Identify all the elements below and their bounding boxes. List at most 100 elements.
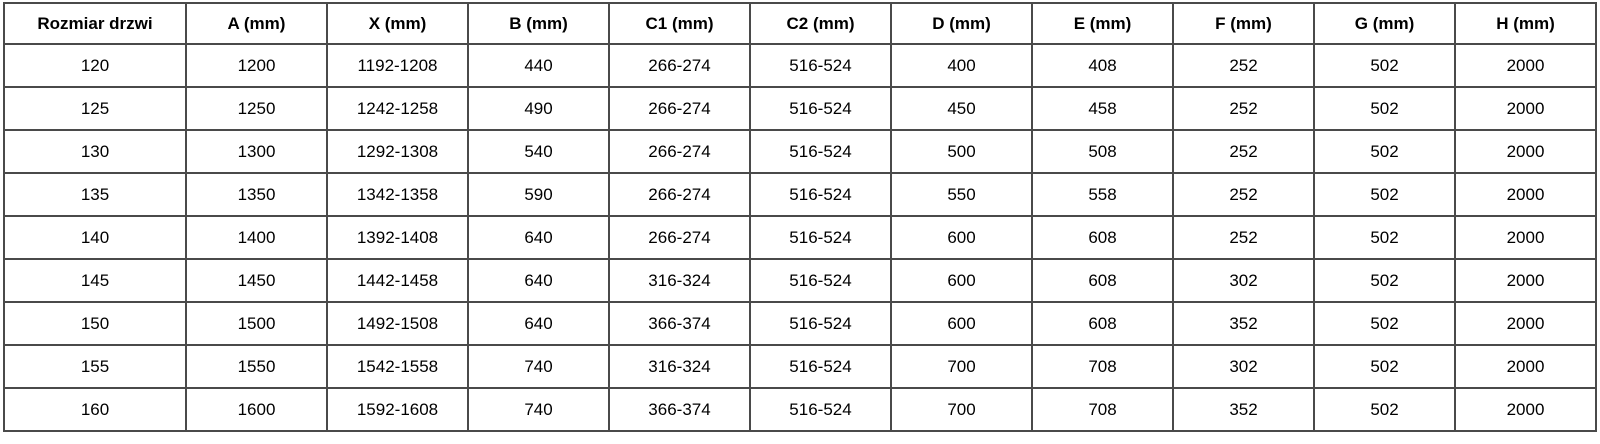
table-cell: 1392-1408	[326, 215, 469, 260]
table-cell: 700	[890, 344, 1033, 389]
table-cell: 266-274	[608, 172, 751, 217]
table-cell: 502	[1313, 344, 1456, 389]
table-cell: 2000	[1454, 301, 1597, 346]
table-cell: 302	[1172, 344, 1315, 389]
table-row: 120 1200 1192-1208 440 266-274 516-524 400 408 2…	[3, 43, 1597, 88]
table-cell: 440	[467, 43, 610, 88]
table-cell: 1200	[185, 43, 328, 88]
table-cell: 516-524	[749, 43, 892, 88]
table-cell: 120	[3, 43, 187, 88]
table-cell: 1550	[185, 344, 328, 389]
table-cell: 266-274	[608, 215, 751, 260]
table-cell: 155	[3, 344, 187, 389]
table-cell: 508	[1031, 129, 1174, 174]
column-header: F (mm)	[1172, 2, 1315, 45]
table-row: 150 1500 1492-1508 640 366-374 516-524 600 608 3…	[3, 301, 1597, 346]
table-cell: 145	[3, 258, 187, 303]
table-cell: 252	[1172, 43, 1315, 88]
table-cell: 450	[890, 86, 1033, 131]
table-cell: 640	[467, 215, 610, 260]
table-cell: 1192-1208	[326, 43, 469, 88]
table-cell: 2000	[1454, 258, 1597, 303]
table-cell: 366-374	[608, 387, 751, 432]
table-cell: 502	[1313, 86, 1456, 131]
table-cell: 1400	[185, 215, 328, 260]
table-cell: 252	[1172, 215, 1315, 260]
table-cell: 1450	[185, 258, 328, 303]
table-cell: 708	[1031, 387, 1174, 432]
table-cell: 135	[3, 172, 187, 217]
table-cell: 352	[1172, 387, 1315, 432]
table-cell: 140	[3, 215, 187, 260]
table-cell: 252	[1172, 129, 1315, 174]
table-cell: 252	[1172, 172, 1315, 217]
table-cell: 502	[1313, 301, 1456, 346]
table-row: 140 1400 1392-1408 640 266-274 516-524 600 608 2…	[3, 215, 1597, 260]
table-cell: 516-524	[749, 344, 892, 389]
table-cell: 502	[1313, 129, 1456, 174]
table-cell: 400	[890, 43, 1033, 88]
table-cell: 1492-1508	[326, 301, 469, 346]
table-cell: 352	[1172, 301, 1315, 346]
column-header: C1 (mm)	[608, 2, 751, 45]
table-cell: 266-274	[608, 129, 751, 174]
header-row: Rozmiar drzwi A (mm) X (mm) B (mm) C1 (mm) C2…	[3, 2, 1597, 45]
table-cell: 600	[890, 301, 1033, 346]
table-cell: 516-524	[749, 129, 892, 174]
table-cell: 150	[3, 301, 187, 346]
column-header: D (mm)	[890, 2, 1033, 45]
table-row: 130 1300 1292-1308 540 266-274 516-524 500 508 2…	[3, 129, 1597, 174]
table-cell: 516-524	[749, 387, 892, 432]
table-body: 120 1200 1192-1208 440 266-274 516-524 400 408 2…	[3, 43, 1597, 432]
table-cell: 600	[890, 215, 1033, 260]
table-cell: 2000	[1454, 43, 1597, 88]
table-row: 145 1450 1442-1458 640 316-324 516-524 600 608 3…	[3, 258, 1597, 303]
table-cell: 608	[1031, 215, 1174, 260]
table-cell: 366-374	[608, 301, 751, 346]
table-cell: 1592-1608	[326, 387, 469, 432]
table-cell: 608	[1031, 258, 1174, 303]
table-cell: 1250	[185, 86, 328, 131]
table-cell: 2000	[1454, 172, 1597, 217]
column-header: Rozmiar drzwi	[3, 2, 187, 45]
table-cell: 2000	[1454, 387, 1597, 432]
column-header: C2 (mm)	[749, 2, 892, 45]
table-cell: 550	[890, 172, 1033, 217]
table-cell: 1292-1308	[326, 129, 469, 174]
table-cell: 1442-1458	[326, 258, 469, 303]
table-cell: 160	[3, 387, 187, 432]
table-cell: 490	[467, 86, 610, 131]
table-cell: 1600	[185, 387, 328, 432]
table-cell: 740	[467, 387, 610, 432]
table-cell: 316-324	[608, 258, 751, 303]
table-cell: 500	[890, 129, 1033, 174]
table-cell: 640	[467, 258, 610, 303]
table-cell: 540	[467, 129, 610, 174]
dimensions-table: Rozmiar drzwi A (mm) X (mm) B (mm) C1 (mm) C2…	[3, 2, 1597, 432]
table-cell: 516-524	[749, 86, 892, 131]
table-cell: 590	[467, 172, 610, 217]
table-cell: 125	[3, 86, 187, 131]
table-cell: 408	[1031, 43, 1174, 88]
table-cell: 266-274	[608, 86, 751, 131]
table-header: Rozmiar drzwi A (mm) X (mm) B (mm) C1 (mm) C2…	[3, 2, 1597, 45]
table-cell: 2000	[1454, 215, 1597, 260]
table-cell: 458	[1031, 86, 1174, 131]
column-header: B (mm)	[467, 2, 610, 45]
table-cell: 252	[1172, 86, 1315, 131]
table-cell: 558	[1031, 172, 1174, 217]
table-cell: 502	[1313, 387, 1456, 432]
table-cell: 502	[1313, 258, 1456, 303]
table-cell: 1350	[185, 172, 328, 217]
table-cell: 640	[467, 301, 610, 346]
table-row: 155 1550 1542-1558 740 316-324 516-524 700 708 3…	[3, 344, 1597, 389]
table-cell: 266-274	[608, 43, 751, 88]
table-row: 135 1350 1342-1358 590 266-274 516-524 550 558 2…	[3, 172, 1597, 217]
table-cell: 1500	[185, 301, 328, 346]
table-cell: 600	[890, 258, 1033, 303]
table-cell: 502	[1313, 215, 1456, 260]
table-row: 160 1600 1592-1608 740 366-374 516-524 700 708 3…	[3, 387, 1597, 432]
column-header: E (mm)	[1031, 2, 1174, 45]
table-cell: 316-324	[608, 344, 751, 389]
